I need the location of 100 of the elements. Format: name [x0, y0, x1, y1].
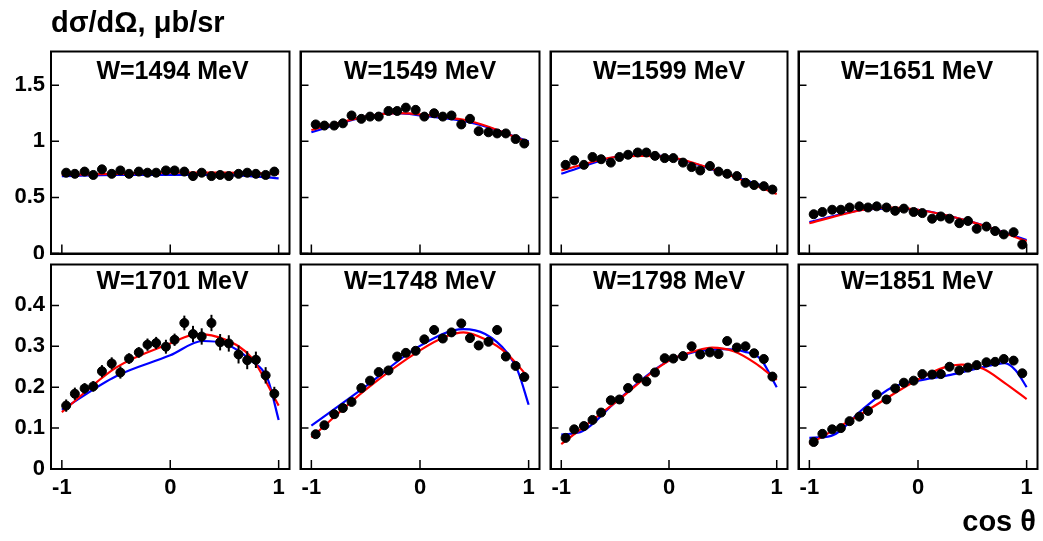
point: [954, 365, 965, 376]
point: [79, 166, 90, 177]
y-tick-label: 0: [32, 239, 45, 265]
x-tick-label: 1: [522, 474, 535, 500]
point: [510, 134, 521, 145]
point: [88, 169, 99, 180]
point: [383, 105, 394, 116]
point: [142, 167, 153, 178]
point: [215, 169, 226, 180]
point: [365, 111, 376, 122]
point: [971, 360, 982, 371]
point: [962, 215, 973, 226]
point: [632, 147, 643, 158]
point: [962, 362, 973, 373]
point: [758, 181, 769, 192]
point: [767, 371, 778, 382]
point: [596, 407, 607, 418]
point: [1008, 355, 1019, 366]
point: [835, 204, 846, 215]
point: [881, 202, 892, 213]
x-axis-title: cos θ: [962, 505, 1036, 538]
point: [827, 424, 838, 435]
y-tick-label: 0.3: [14, 332, 45, 358]
point: [356, 113, 367, 124]
point: [740, 177, 751, 188]
point: [437, 111, 448, 122]
point: [329, 409, 340, 420]
x-tick-label: 0: [911, 474, 925, 500]
point: [758, 353, 769, 364]
point: [704, 160, 715, 171]
point: [659, 153, 670, 164]
point: [614, 394, 625, 405]
point: [713, 349, 724, 360]
point: [827, 204, 838, 215]
point: [587, 414, 598, 425]
x-tick-label: 1: [1020, 474, 1033, 500]
point: [319, 120, 330, 131]
chart-title: W=1851 MeV: [839, 266, 995, 295]
y-tick-label: 0.4: [14, 291, 46, 317]
point: [927, 213, 938, 224]
point: [400, 102, 411, 113]
point: [749, 180, 760, 191]
y-tick-label: 1.5: [14, 71, 45, 97]
point: [632, 373, 643, 384]
point: [400, 347, 411, 358]
point: [935, 369, 946, 380]
point: [115, 165, 126, 176]
x-tick-label: -1: [551, 474, 572, 500]
point: [356, 383, 367, 394]
point: [935, 211, 946, 222]
point: [713, 166, 724, 177]
point: [854, 411, 865, 422]
y-tick-label: 0.5: [14, 183, 45, 209]
point: [250, 168, 261, 179]
point: [844, 202, 855, 213]
point: [944, 361, 955, 372]
point: [160, 165, 171, 176]
point: [587, 151, 598, 162]
point: [614, 151, 625, 162]
point: [1017, 368, 1028, 379]
x-tick-label: 0: [662, 474, 676, 500]
point: [429, 108, 440, 119]
point: [817, 206, 828, 217]
chart-title: W=1798 MeV: [591, 266, 747, 295]
point: [569, 424, 580, 435]
point: [206, 171, 217, 182]
point: [881, 394, 892, 405]
chart-title: W=1748 MeV: [342, 266, 498, 295]
point: [260, 169, 271, 180]
point: [124, 168, 135, 179]
point: [269, 166, 280, 177]
point: [69, 168, 80, 179]
point: [337, 403, 348, 414]
point: [871, 389, 882, 400]
point: [650, 367, 660, 378]
point: [668, 153, 679, 164]
point: [346, 396, 357, 407]
point: [686, 162, 697, 173]
point: [310, 119, 321, 130]
point: [678, 157, 689, 168]
point: [410, 104, 421, 115]
y-tick-label: 0.2: [14, 373, 45, 399]
point: [871, 201, 882, 212]
point: [61, 167, 72, 178]
x-tick-label: -1: [799, 474, 820, 500]
point: [990, 356, 1001, 367]
x-tick-label: 0: [413, 474, 427, 500]
point: [519, 138, 530, 149]
point: [668, 353, 679, 364]
point: [446, 110, 457, 121]
point: [890, 383, 901, 394]
point: [749, 348, 760, 359]
point: [383, 365, 394, 376]
point: [908, 375, 919, 386]
point: [96, 164, 107, 175]
chart-title: W=1494 MeV: [95, 56, 250, 85]
point: [133, 166, 144, 177]
point: [310, 429, 321, 440]
y-tick-label: 1: [32, 127, 45, 153]
point: [151, 167, 162, 178]
